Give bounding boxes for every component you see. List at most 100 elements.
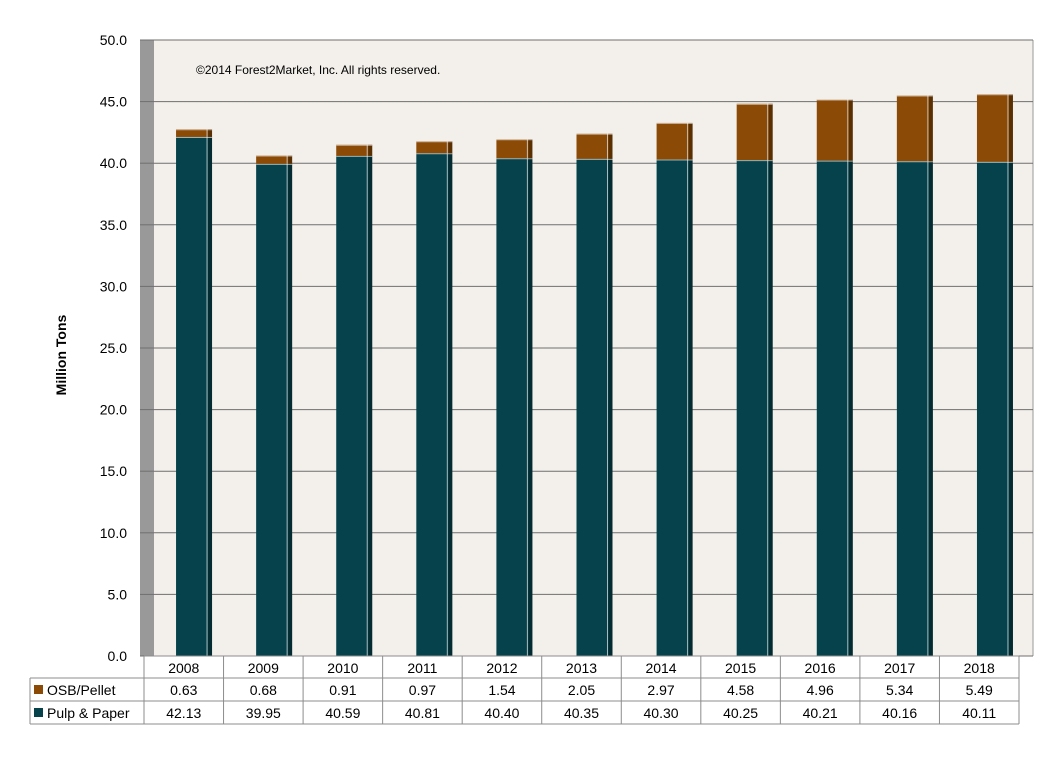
bar xyxy=(976,94,1013,162)
data-label-pulp-paper: 40.21 xyxy=(803,705,838,721)
bars xyxy=(176,94,1013,657)
bar-side-shade xyxy=(928,95,933,162)
bar-segment-osb-pellet xyxy=(336,144,373,156)
x-tick-label: 2014 xyxy=(645,660,676,676)
bar-segment-pulp-paper xyxy=(896,161,933,656)
legend-label-pulp-paper: Pulp & Paper xyxy=(47,705,130,721)
data-label-osb-pellet: 2.97 xyxy=(647,682,674,698)
data-label-osb-pellet: 5.49 xyxy=(966,682,993,698)
bar xyxy=(416,141,453,154)
bar-side-shade xyxy=(288,155,293,164)
data-label-osb-pellet: 0.91 xyxy=(329,682,356,698)
x-tick-label: 2016 xyxy=(805,660,836,676)
data-label-pulp-paper: 42.13 xyxy=(166,705,201,721)
bar-segment-osb-pellet xyxy=(256,155,293,164)
y-tick-label: 30.0 xyxy=(100,278,127,294)
bar-side-shade xyxy=(528,158,533,656)
bar-side-shade xyxy=(848,160,853,656)
bar xyxy=(176,129,213,137)
bar-side-shade xyxy=(848,99,853,161)
x-tick-label: 2017 xyxy=(884,660,915,676)
bar xyxy=(176,136,213,657)
bar-segment-pulp-paper xyxy=(576,158,613,656)
bar-side-shade xyxy=(1008,94,1013,162)
x-tick-label: 2008 xyxy=(168,660,199,676)
bar xyxy=(336,155,373,656)
bar-segment-pulp-paper xyxy=(416,153,453,656)
data-label-pulp-paper: 39.95 xyxy=(246,705,281,721)
bar-side-shade xyxy=(608,133,613,159)
data-label-pulp-paper: 40.59 xyxy=(325,705,360,721)
bar xyxy=(496,158,533,656)
data-label-osb-pellet: 5.34 xyxy=(886,682,913,698)
bar-side-shade xyxy=(1008,161,1013,657)
y-tick-label: 25.0 xyxy=(100,340,127,356)
x-tick-label: 2018 xyxy=(964,660,995,676)
bar xyxy=(816,99,853,161)
bar-side-shade xyxy=(928,161,933,656)
bar xyxy=(416,153,453,656)
y-tick-label: 0.0 xyxy=(108,648,128,664)
bar-side-shade xyxy=(368,155,373,656)
data-label-pulp-paper: 40.40 xyxy=(484,705,519,721)
bar-segment-pulp-paper xyxy=(976,161,1013,657)
bar-segment-pulp-paper xyxy=(656,159,693,656)
bar-side-shade xyxy=(768,160,773,656)
data-label-osb-pellet: 0.97 xyxy=(409,682,436,698)
bar-segment-osb-pellet xyxy=(416,141,453,154)
y-tick-label: 40.0 xyxy=(100,155,127,171)
bar-side-shade xyxy=(208,129,213,137)
y-axis-label: Million Tons xyxy=(53,314,69,395)
data-label-osb-pellet: 4.58 xyxy=(727,682,754,698)
bar-side-shade xyxy=(288,163,293,657)
data-label-pulp-paper: 40.16 xyxy=(882,705,917,721)
bar xyxy=(576,133,613,159)
bar-segment-osb-pellet xyxy=(896,95,933,162)
bar-side-shade xyxy=(768,103,773,161)
bar xyxy=(256,163,293,657)
x-tick-label: 2012 xyxy=(486,660,517,676)
bar-segment-osb-pellet xyxy=(576,133,613,159)
bar-side-shade xyxy=(448,153,453,656)
bar-segment-pulp-paper xyxy=(816,160,853,656)
bar-side-shade xyxy=(688,159,693,656)
bar xyxy=(896,95,933,162)
y-tick-label: 20.0 xyxy=(100,402,127,418)
bar-side-shade xyxy=(448,141,453,154)
x-tick-label: 2010 xyxy=(327,660,358,676)
x-tick-label: 2015 xyxy=(725,660,756,676)
y-tick-label: 10.0 xyxy=(100,525,127,541)
x-tick-label: 2011 xyxy=(407,660,437,676)
bar-side-shade xyxy=(208,136,213,657)
bar-segment-pulp-paper xyxy=(496,158,533,656)
data-label-osb-pellet: 1.54 xyxy=(488,682,515,698)
bar-segment-osb-pellet xyxy=(176,129,213,137)
bar xyxy=(576,158,613,656)
y-tick-label: 50.0 xyxy=(100,32,127,48)
bar-side-shade xyxy=(688,122,693,160)
bar xyxy=(736,160,773,656)
data-label-osb-pellet: 0.63 xyxy=(170,682,197,698)
legend-swatch-osb-pellet xyxy=(34,685,43,694)
bar xyxy=(816,160,853,656)
bar-side-shade xyxy=(368,144,373,156)
bar-segment-pulp-paper xyxy=(336,155,373,656)
bar xyxy=(496,139,533,159)
y-tick-label: 15.0 xyxy=(100,463,127,479)
x-tick-label: 2013 xyxy=(566,660,597,676)
y-axis-ticks: 0.0 5.0 10.0 15.0 20.0 25.0 30.0 35.0 40.0 45.0 50… xyxy=(100,32,127,664)
bar-side-shade xyxy=(528,139,533,159)
bar xyxy=(976,161,1013,657)
bar-side-shade xyxy=(608,158,613,656)
bar xyxy=(256,155,293,164)
y-tick-label: 35.0 xyxy=(100,217,127,233)
legend-label-osb-pellet: OSB/Pellet xyxy=(47,682,116,698)
bar-segment-pulp-paper xyxy=(176,136,213,657)
data-label-osb-pellet: 4.96 xyxy=(807,682,834,698)
x-tick-label: 2009 xyxy=(248,660,279,676)
bar-segment-pulp-paper xyxy=(736,160,773,656)
data-table: 2008 2009 2010 2011 2012 2013 2014 2015 2016 2017… xyxy=(29,655,1020,725)
bar xyxy=(896,161,933,656)
legend-swatch-pulp-paper xyxy=(34,708,43,717)
